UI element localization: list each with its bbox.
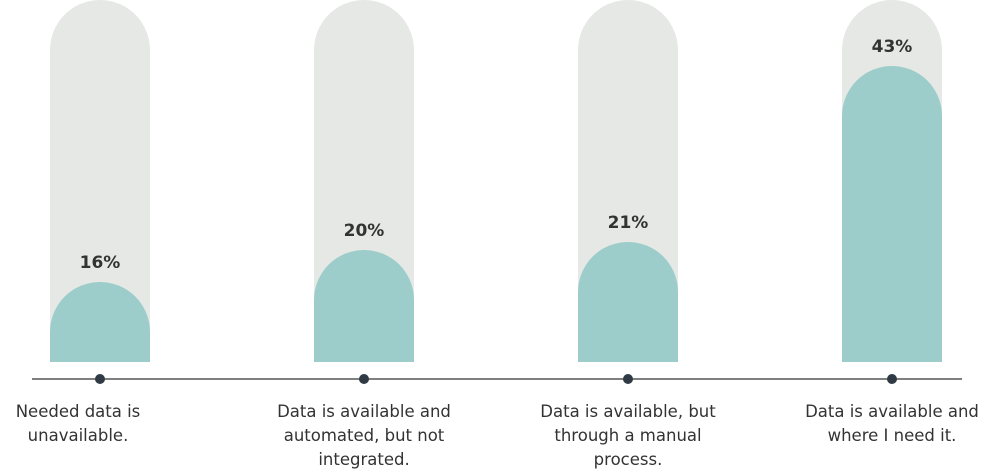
bar <box>50 282 150 362</box>
bar-track <box>50 0 150 362</box>
bar <box>314 250 414 362</box>
axis-dot <box>95 374 105 384</box>
category-label: Needed data is unavailable. <box>15 402 141 445</box>
axis-dot <box>623 374 633 384</box>
axis-dot <box>359 374 369 384</box>
axis-dot <box>887 374 897 384</box>
category-label: Data is available and automated, but not… <box>277 402 451 469</box>
bar <box>578 242 678 362</box>
value-label: 20% <box>344 221 385 241</box>
value-label: 43% <box>872 37 913 57</box>
category-label: Data is available and where I need it. <box>805 402 979 445</box>
category-label: Data is available, but through a manual … <box>540 402 716 469</box>
bar <box>842 66 942 362</box>
value-label: 16% <box>80 253 121 273</box>
value-label: 21% <box>608 213 649 233</box>
